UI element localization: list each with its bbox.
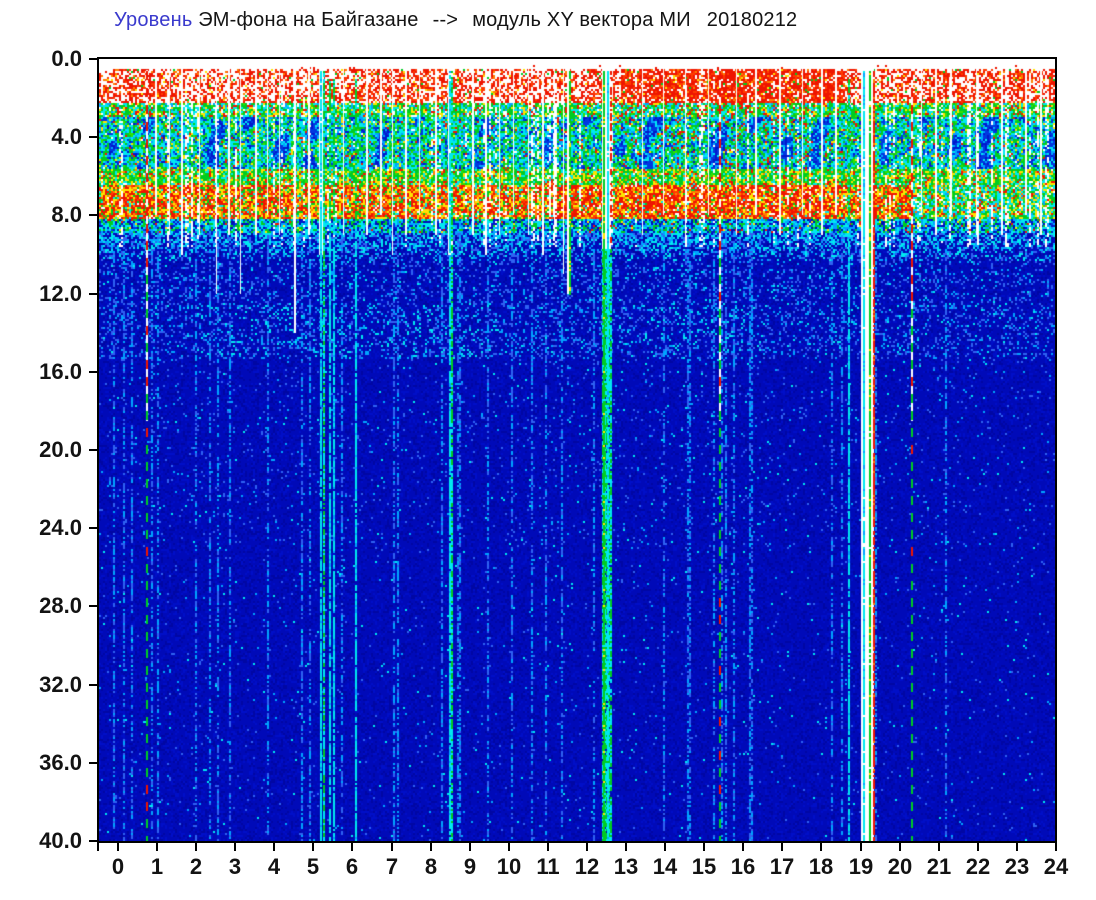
y-axis-label: 16.0 <box>39 359 82 384</box>
x-axis-label: 11 <box>536 854 560 879</box>
y-axis-tick <box>89 840 97 842</box>
x-axis-label: 4 <box>267 854 281 879</box>
x-axis-tick <box>977 843 979 851</box>
x-axis-label: 24 <box>1043 854 1069 879</box>
x-axis-corner-tick <box>97 843 99 851</box>
x-axis-tick <box>508 843 510 851</box>
x-axis-label: 13 <box>613 854 639 879</box>
x-axis-label: 17 <box>769 854 795 879</box>
x-axis-label: 7 <box>385 854 399 879</box>
x-axis-label: 1 <box>150 854 164 879</box>
title-prefix: Уровень <box>114 9 193 31</box>
y-axis-label: 40.0 <box>39 828 82 853</box>
x-axis-label: 14 <box>652 854 678 879</box>
y-axis-tick <box>89 684 97 686</box>
x-axis-label: 6 <box>345 854 359 879</box>
y-axis-label: 32.0 <box>39 672 82 697</box>
y-axis-tick <box>89 449 97 451</box>
y-axis-label: 28.0 <box>39 593 82 618</box>
x-axis-label: 22 <box>965 854 991 879</box>
x-axis-label: 10 <box>496 854 522 879</box>
x-axis-tick <box>1055 843 1057 851</box>
x-axis-label: 12 <box>574 854 600 879</box>
x-axis-tick <box>703 843 705 851</box>
y-axis-tick <box>89 58 97 60</box>
x-axis-tick <box>742 843 744 851</box>
x-axis-tick <box>195 843 197 851</box>
spectrogram-canvas <box>99 59 1055 841</box>
x-axis-label: 20 <box>887 854 913 879</box>
x-axis-tick <box>156 843 158 851</box>
x-axis-tick <box>234 843 236 851</box>
chart-title: Уровень ЭМ-фона на Байгазане --> модуль XY… <box>114 9 797 32</box>
y-axis-tick <box>89 136 97 138</box>
y-axis-tick <box>89 371 97 373</box>
x-axis-tick <box>117 843 119 851</box>
x-axis-tick <box>351 843 353 851</box>
y-axis-label: 24.0 <box>39 515 82 540</box>
x-axis-label: 19 <box>848 854 874 879</box>
x-axis-tick <box>469 843 471 851</box>
x-axis-label: 0 <box>111 854 125 879</box>
y-axis-label: 36.0 <box>39 750 82 775</box>
x-axis-tick <box>664 843 666 851</box>
x-axis-tick <box>586 843 588 851</box>
y-axis-tick <box>89 214 97 216</box>
x-axis-tick <box>391 843 393 851</box>
x-axis-label: 18 <box>808 854 834 879</box>
title-main: ЭМ-фона на Байгазане <box>198 9 419 31</box>
title-module: модуль XY вектора МИ <box>472 9 691 31</box>
x-axis-label: 15 <box>691 854 717 879</box>
y-axis-tick <box>89 605 97 607</box>
y-axis-tick <box>89 293 97 295</box>
x-axis-label: 5 <box>306 854 320 879</box>
x-axis-label: 21 <box>926 854 952 879</box>
x-axis-tick <box>860 843 862 851</box>
x-axis-label: 9 <box>463 854 477 879</box>
x-axis-label: 23 <box>1004 854 1030 879</box>
x-axis-label: 8 <box>424 854 438 879</box>
x-axis-tick <box>273 843 275 851</box>
y-axis-label: 12.0 <box>39 281 82 306</box>
x-axis-tick <box>312 843 314 851</box>
x-axis-tick <box>899 843 901 851</box>
x-axis-label: 3 <box>228 854 242 879</box>
title-arrow-icon: --> <box>432 9 459 31</box>
x-axis-label: 16 <box>730 854 756 879</box>
title-date: 20180212 <box>706 9 798 31</box>
x-axis-label: 2 <box>189 854 203 879</box>
x-axis-tick <box>1016 843 1018 851</box>
x-axis-tick <box>547 843 549 851</box>
y-axis-label: 4.0 <box>51 124 82 149</box>
y-axis-label: 0.0 <box>51 46 82 71</box>
x-axis-tick <box>820 843 822 851</box>
y-axis-tick <box>89 527 97 529</box>
plot-frame <box>97 57 1057 843</box>
x-axis-tick <box>781 843 783 851</box>
x-axis-tick <box>430 843 432 851</box>
y-axis-label: 8.0 <box>51 202 82 227</box>
y-axis-tick <box>89 762 97 764</box>
x-axis-tick <box>938 843 940 851</box>
y-axis-label: 20.0 <box>39 437 82 462</box>
x-axis-tick <box>625 843 627 851</box>
